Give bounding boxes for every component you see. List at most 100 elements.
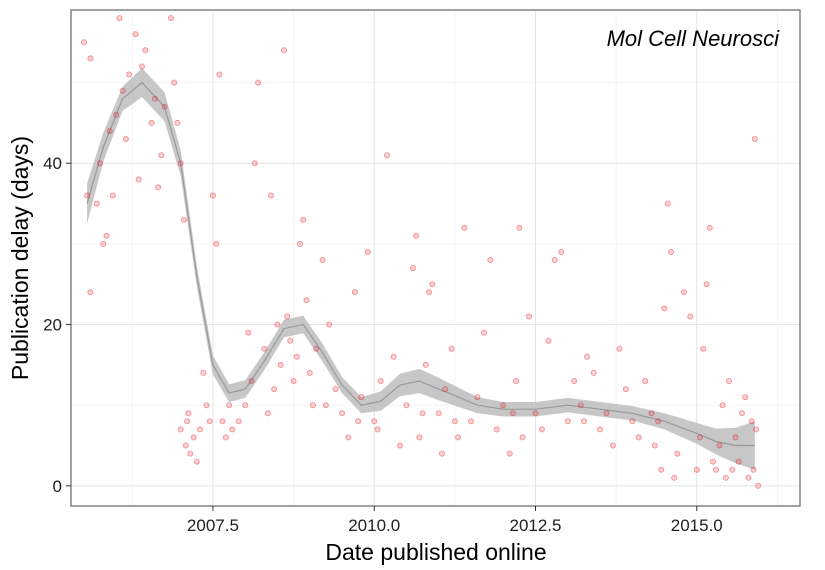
data-point <box>467 418 474 425</box>
data-point <box>753 426 760 433</box>
data-point <box>255 79 262 86</box>
data-point <box>303 297 310 304</box>
data-point <box>735 458 742 465</box>
data-point <box>332 386 339 393</box>
data-point <box>648 410 655 417</box>
data-point <box>277 361 284 368</box>
data-point <box>461 224 468 231</box>
data-point <box>219 418 226 425</box>
data-point <box>413 232 420 239</box>
data-point <box>242 402 249 409</box>
data-point <box>306 369 313 376</box>
smooth-band <box>86 68 755 470</box>
data-point <box>500 402 507 409</box>
y-axis-title: Publication delay (days) <box>7 136 33 380</box>
data-point <box>571 377 578 384</box>
data-point <box>709 458 716 465</box>
data-point <box>729 466 736 473</box>
data-point <box>326 321 333 328</box>
data-point <box>97 160 104 167</box>
data-point <box>161 103 168 110</box>
data-point <box>287 337 294 344</box>
data-point <box>280 47 287 54</box>
data-point <box>251 160 258 167</box>
data-point <box>184 418 191 425</box>
data-point <box>455 434 462 441</box>
data-point <box>597 426 604 433</box>
data-point <box>155 184 162 191</box>
data-point <box>319 256 326 263</box>
data-point <box>119 87 126 94</box>
data-point <box>338 410 345 417</box>
data-point <box>222 434 229 441</box>
x-tick-label: 2012.5 <box>509 516 561 535</box>
data-point <box>674 450 681 457</box>
data-point <box>100 240 107 247</box>
data-point <box>703 281 710 288</box>
data-point <box>132 31 139 38</box>
data-point <box>755 482 762 489</box>
data-point <box>451 418 458 425</box>
data-point <box>290 377 297 384</box>
data-point <box>713 466 720 473</box>
data-point <box>509 410 516 417</box>
data-point <box>203 402 210 409</box>
data-point <box>532 410 539 417</box>
data-point <box>135 176 142 183</box>
data-point <box>106 127 113 134</box>
data-point <box>264 410 271 417</box>
data-point <box>190 434 197 441</box>
data-point <box>506 450 513 457</box>
data-point <box>200 369 207 376</box>
data-point <box>590 369 597 376</box>
data-point <box>493 426 500 433</box>
x-axis-ticks: 2007.5 2010.0 2012.5 2015.0 <box>187 506 723 535</box>
data-point <box>300 216 307 223</box>
data-point <box>435 410 442 417</box>
data-point <box>142 47 149 54</box>
data-point <box>693 466 700 473</box>
data-point <box>438 450 445 457</box>
data-point <box>658 466 665 473</box>
x-tick-label: 2007.5 <box>187 516 239 535</box>
data-point <box>609 442 616 449</box>
data-point <box>409 265 416 272</box>
data-point <box>313 345 320 352</box>
data-point <box>93 200 100 207</box>
data-point <box>661 305 668 312</box>
data-point <box>271 386 278 393</box>
data-point <box>742 394 749 401</box>
data-point <box>545 337 552 344</box>
data-point <box>629 418 636 425</box>
data-point <box>206 418 213 425</box>
data-point <box>177 160 184 167</box>
data-point <box>651 442 658 449</box>
data-point <box>513 377 520 384</box>
data-point <box>396 442 403 449</box>
data-point <box>538 426 545 433</box>
data-point <box>116 15 123 22</box>
data-point <box>87 55 94 62</box>
data-point <box>526 313 533 320</box>
data-point <box>403 402 410 409</box>
data-point <box>182 442 189 449</box>
data-point <box>377 377 384 384</box>
x-axis-title: Date published online <box>325 539 546 565</box>
data-point <box>126 71 133 78</box>
data-point <box>209 192 216 199</box>
data-point <box>390 353 397 360</box>
data-point <box>722 474 729 481</box>
data-point <box>274 321 281 328</box>
data-point <box>196 426 203 433</box>
data-point <box>80 39 87 46</box>
data-point <box>87 289 94 296</box>
data-point <box>416 434 423 441</box>
data-point <box>148 119 155 126</box>
data-point <box>151 95 158 102</box>
data-point <box>351 289 358 296</box>
data-point <box>187 450 194 457</box>
data-point <box>229 426 236 433</box>
data-point <box>193 458 200 465</box>
data-point <box>551 256 558 263</box>
